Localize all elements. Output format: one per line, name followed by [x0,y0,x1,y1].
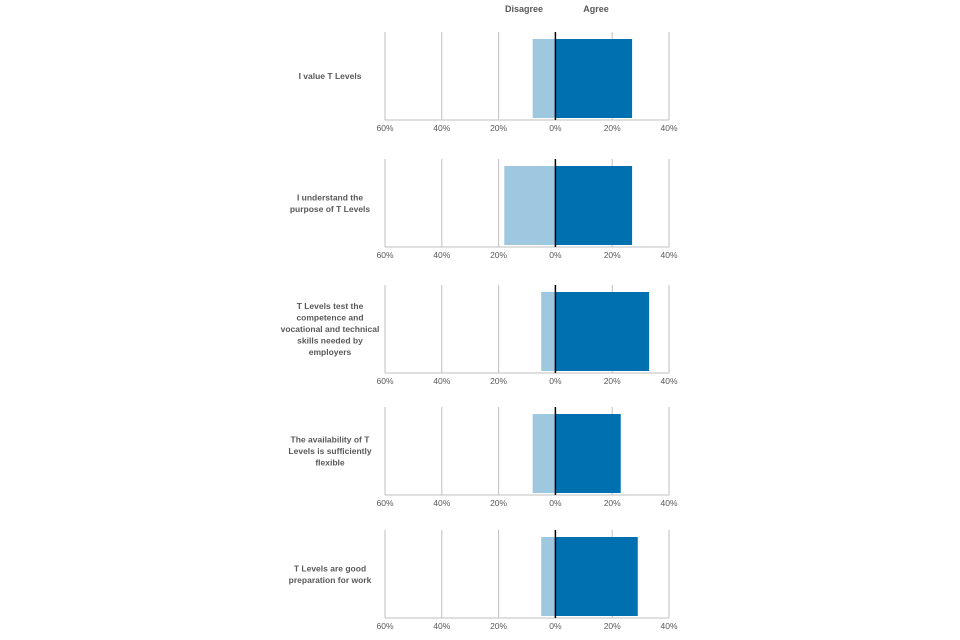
chart-panel: 60% 40% 20% 0% 20% 40% T Levels test the compet… [281,285,678,386]
x-tick-label: 20% [490,498,507,508]
x-tick-label: 0% [549,376,562,386]
bar-agree [555,166,633,245]
x-tick-label: 40% [660,250,677,260]
x-tick-label: 40% [433,621,450,631]
category-label: T Levels test the competence and vocationa… [281,301,380,357]
x-tick-label: 20% [604,250,621,260]
x-tick-label: 20% [490,621,507,631]
x-tick-label: 40% [433,498,450,508]
x-tick-label: 20% [490,123,507,133]
category-label-line: I understand the [297,192,363,202]
x-tick-label: 0% [549,498,562,508]
category-label-line: preparation for work [289,575,372,585]
x-tick-label: 60% [376,498,393,508]
x-tick-label: 40% [660,376,677,386]
x-tick-label: 40% [660,498,677,508]
category-label-line: employers [309,347,352,357]
x-tick-label: 40% [660,621,677,631]
chart-panels: 60% 40% 20% 0% 20% 40% I value T Levels 60% 40% 2… [281,32,678,631]
x-tick-label: 20% [604,498,621,508]
category-label-line: T Levels test the [297,301,364,311]
category-label: The availability of T Levels is sufficien… [288,435,371,468]
x-tick-label: 20% [604,376,621,386]
x-tick-label: 20% [490,250,507,260]
category-label: I value T Levels [299,71,362,81]
category-label-line: flexible [315,458,345,468]
category-label: I understand the purpose of T Levels [290,192,371,214]
bar-agree [555,414,621,493]
legend-disagree: Disagree [505,4,543,14]
x-tick-label: 40% [433,123,450,133]
category-label-line: competence and [296,313,363,323]
bar-disagree [504,166,556,245]
bar-disagree [541,292,556,371]
x-tick-label: 40% [433,250,450,260]
bar-disagree [532,414,556,493]
category-label-line: Levels is sufficiently [288,446,371,456]
x-tick-label: 60% [376,376,393,386]
category-label-line: vocational and technical [281,324,380,334]
x-tick-label: 60% [376,123,393,133]
category-label: T Levels are good preparation for work [289,563,372,585]
chart-panel: 60% 40% 20% 0% 20% 40% I value T Levels [299,32,678,133]
x-tick-label: 0% [549,621,562,631]
bar-agree [555,537,638,616]
category-label-line: purpose of T Levels [290,204,371,214]
category-label-line: skills needed by [297,336,363,346]
x-tick-label: 20% [604,123,621,133]
chart-panel: 60% 40% 20% 0% 20% 40% The availability of T Le… [288,407,678,508]
chart-panel: 60% 40% 20% 0% 20% 40% I understand the purpose… [290,159,678,260]
category-label-line: The availability of T [291,435,371,445]
x-tick-label: 20% [604,621,621,631]
legend-agree: Agree [583,4,609,14]
bar-agree [555,39,633,118]
bar-disagree [532,39,556,118]
x-tick-label: 60% [376,250,393,260]
bar-agree [555,292,650,371]
chart-panel: 60% 40% 20% 0% 20% 40% T Levels are good prepar… [289,530,678,631]
x-tick-label: 0% [549,250,562,260]
x-tick-label: 40% [433,376,450,386]
x-tick-label: 40% [660,123,677,133]
x-tick-label: 60% [376,621,393,631]
bar-disagree [541,537,556,616]
x-tick-label: 0% [549,123,562,133]
category-label-line: I value T Levels [299,71,362,81]
category-label-line: T Levels are good [294,563,366,573]
x-tick-label: 20% [490,376,507,386]
